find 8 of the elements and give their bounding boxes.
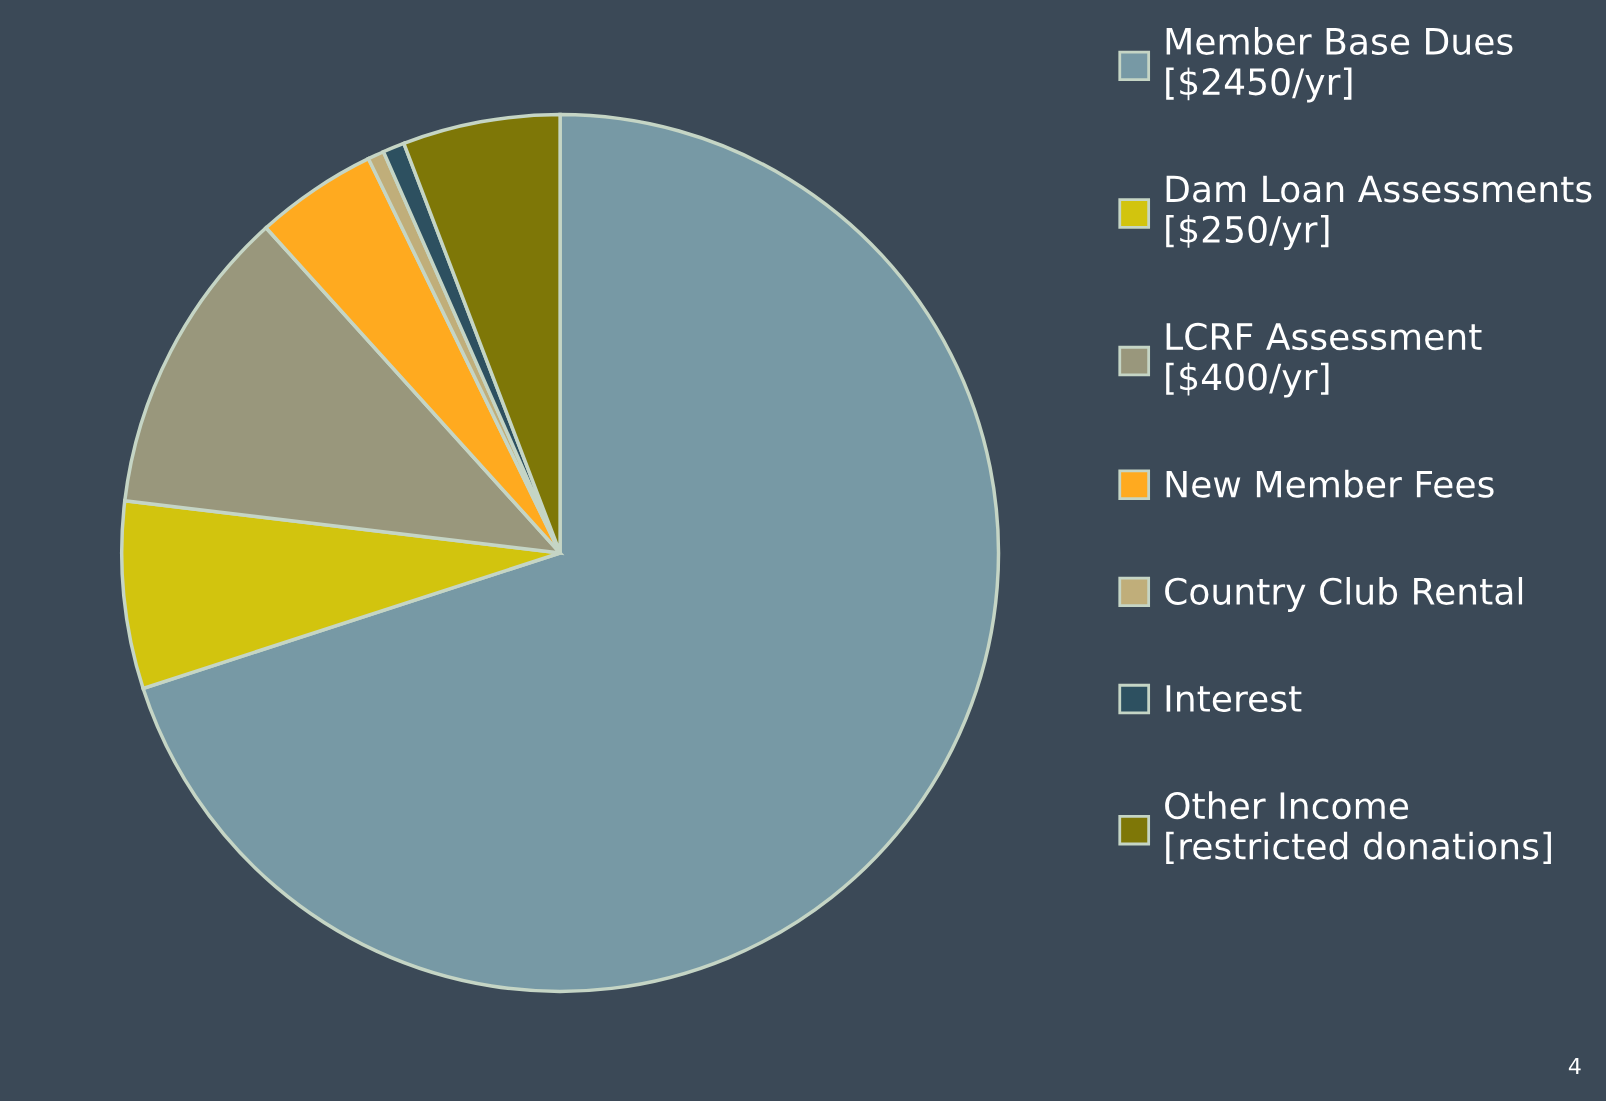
legend-label: Dam Loan Assessments [$250/yr]	[1166, 175, 1592, 250]
text: 4	[1568, 1057, 1581, 1075]
legend-label: New Member Fees	[1166, 469, 1494, 498]
legend-label: Country Club Rental	[1165, 576, 1523, 612]
legend-label: Member Base Dues [$2450/yr]	[1166, 27, 1513, 103]
legend-label: LCRF Assessment [$400/yr]	[1166, 322, 1482, 398]
legend-label: Other Income [restricted donations]	[1165, 791, 1551, 864]
legend-label: Interest	[1166, 685, 1302, 713]
